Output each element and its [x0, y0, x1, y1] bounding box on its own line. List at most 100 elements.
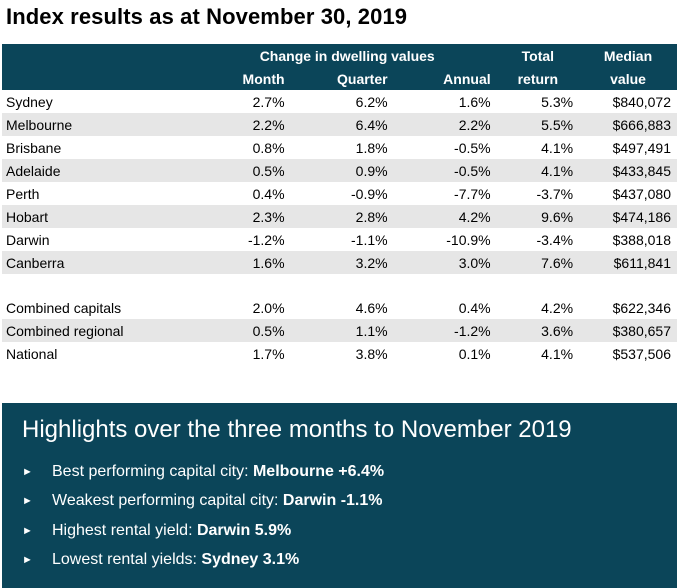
table-row: Brisbane 0.8% 1.8% -0.5% 4.1% $497,491	[2, 136, 677, 159]
cell-median: $433,845	[579, 159, 677, 182]
highlights-title: Highlights over the three months to Nove…	[22, 416, 572, 443]
cell-month: 0.8%	[252, 139, 285, 156]
highlight-item: ► Best performing capital city: Melbourne…	[22, 457, 384, 487]
cell-month: 1.7%	[252, 345, 285, 362]
bullet-arrow-icon: ►	[22, 495, 33, 508]
table-row: Perth 0.4% -0.9% -7.7% -3.7% $437,080	[2, 182, 677, 205]
cell-month: 2.2%	[197, 113, 291, 136]
cell-quarter: 3.2%	[290, 251, 394, 274]
cell-quarter: 4.6%	[355, 299, 388, 316]
cell-total: 5.5%	[496, 113, 580, 136]
highlight-value: Darwin 5.9%	[196, 521, 292, 539]
cell-quarter: 6.4%	[290, 113, 394, 136]
cell-quarter: 0.9%	[290, 159, 394, 182]
cell-city: Sydney	[6, 93, 53, 110]
cell-city: Canberra	[2, 251, 198, 274]
highlight-text: Highest rental yield:	[52, 521, 197, 539]
cell-city: Adelaide	[2, 159, 198, 182]
index-results-table: Change in dwelling values Total Median M…	[2, 44, 677, 365]
bullet-arrow-icon: ►	[22, 554, 33, 567]
cell-annual: 2.2%	[393, 113, 497, 136]
highlights-panel: Highlights over the three months to Nove…	[2, 403, 677, 588]
highlights-list: ► Best performing capital city: Melbourne…	[22, 457, 384, 575]
table-row: Canberra 1.6% 3.2% 3.0% 7.6% $611,841	[2, 251, 677, 274]
cell-annual: 0.4%	[458, 299, 491, 316]
cell-median: $437,080	[612, 185, 671, 202]
highlight-text: Weakest performing capital city:	[52, 492, 283, 510]
cell-annual: -0.5%	[393, 159, 497, 182]
cell-median: $611,841	[579, 251, 677, 274]
cell-month: 2.0%	[252, 299, 285, 316]
cell-total: 4.2%	[541, 299, 574, 316]
cell-median: $666,883	[579, 113, 677, 136]
cell-quarter: 3.8%	[355, 345, 388, 362]
cell-annual: 3.0%	[393, 251, 497, 274]
spacer-cell	[2, 274, 677, 296]
table-header: Change in dwelling values Total Median M…	[2, 44, 677, 90]
header-median: Median	[579, 44, 677, 67]
table-row: Sydney 2.7% 6.2% 1.6% 5.3% $840,072	[2, 90, 677, 113]
cell-total: 4.1%	[541, 139, 574, 156]
cell-city: Hobart	[2, 205, 198, 228]
table-row: Hobart 2.3% 2.8% 4.2% 9.6% $474,186	[2, 205, 677, 228]
header-change-in-dwelling-values: Change in dwelling values	[197, 44, 497, 67]
cell-median: $497,491	[612, 139, 671, 156]
cell-annual: 4.2%	[393, 205, 497, 228]
highlight-text: Best performing capital city:	[52, 462, 253, 480]
cell-annual: -1.2%	[393, 319, 497, 342]
cell-median: $622,346	[612, 299, 671, 316]
cell-city: Darwin	[6, 231, 50, 248]
table-row: Adelaide 0.5% 0.9% -0.5% 4.1% $433,845	[2, 159, 677, 182]
cell-total: 9.6%	[496, 205, 580, 228]
cell-month: 0.5%	[197, 319, 291, 342]
highlight-value: Sydney 3.1%	[201, 551, 300, 569]
cell-month: -1.2%	[247, 231, 285, 248]
cell-median: $537,506	[612, 345, 671, 362]
cell-quarter: 1.1%	[290, 319, 394, 342]
cell-month: 2.3%	[197, 205, 291, 228]
header-value: value	[579, 67, 677, 90]
cell-total: -3.7%	[536, 185, 574, 202]
header-annual: Annual	[393, 67, 497, 90]
table-row: Combined capitals 2.0% 4.6% 0.4% 4.2% $622,34…	[2, 296, 677, 319]
cell-median: $840,072	[612, 93, 671, 110]
cell-month: 1.6%	[197, 251, 291, 274]
header-quarter: Quarter	[290, 67, 394, 90]
header-blank	[2, 44, 198, 67]
cell-annual: 0.1%	[458, 345, 491, 362]
cell-total: 4.1%	[541, 345, 574, 362]
cell-quarter: 1.8%	[355, 139, 388, 156]
table-row: National 1.7% 3.8% 0.1% 4.1% $537,506	[2, 342, 677, 365]
cell-total: -3.4%	[536, 231, 574, 248]
cell-annual: -10.9%	[446, 231, 491, 248]
cell-annual: -0.5%	[454, 139, 491, 156]
header-return: return	[496, 67, 580, 90]
highlight-value: Melbourne +6.4%	[252, 462, 385, 480]
cell-quarter: -1.1%	[351, 231, 388, 248]
highlight-item: ► Highest rental yield: Darwin 5.9%	[22, 516, 384, 546]
cell-total: 7.6%	[496, 251, 580, 274]
highlight-item: ► Lowest rental yields: Sydney 3.1%	[22, 546, 384, 576]
cell-month: 2.7%	[252, 93, 285, 110]
table-row: Darwin -1.2% -1.1% -10.9% -3.4% $388,018	[2, 228, 677, 251]
table-spacer-row	[2, 274, 677, 296]
cell-city: Perth	[6, 185, 40, 202]
highlight-text: Lowest rental yields:	[52, 551, 202, 569]
cell-annual: 1.6%	[458, 93, 491, 110]
cell-city: Combined capitals	[6, 299, 122, 316]
cell-median: $474,186	[579, 205, 677, 228]
cell-city: National	[6, 345, 58, 362]
bullet-arrow-icon: ►	[22, 465, 33, 478]
cell-median: $380,657	[579, 319, 677, 342]
cell-city: Combined regional	[2, 319, 198, 342]
cell-quarter: -0.9%	[351, 185, 388, 202]
header-blank-2	[2, 67, 198, 90]
cell-median: $388,018	[612, 231, 671, 248]
table-row: Melbourne 2.2% 6.4% 2.2% 5.5% $666,883	[2, 113, 677, 136]
bullet-arrow-icon: ►	[22, 524, 33, 537]
table-row: Combined regional 0.5% 1.1% -1.2% 3.6% $380,6…	[2, 319, 677, 342]
cell-total: 5.3%	[541, 93, 574, 110]
cell-city: Melbourne	[2, 113, 198, 136]
table-body: Sydney 2.7% 6.2% 1.6% 5.3% $840,072 Melbourne 2…	[2, 90, 677, 365]
cell-quarter: 6.2%	[355, 93, 388, 110]
